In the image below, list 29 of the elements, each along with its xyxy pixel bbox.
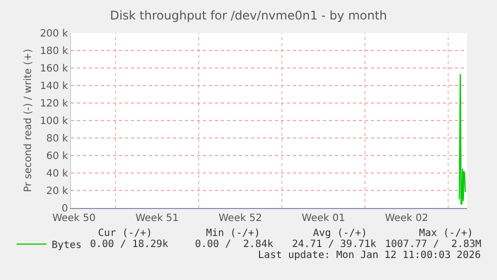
- text: 1007.77 / 2.83M: [385, 239, 482, 250]
- text: Avg (-/+): [313, 228, 368, 239]
- y-tick-label: 40 k: [46, 168, 68, 180]
- y-tick-label: 80 k: [46, 134, 68, 144]
- text: 24.71 / 39.71k: [292, 239, 376, 250]
- y-tick-label: 160 k: [40, 64, 68, 74]
- line-series: [458, 74, 466, 206]
- y-tick-label: 0: [62, 204, 68, 214]
- x-tick-label: Week 02: [384, 213, 428, 224]
- x-tick-label: Week 52: [218, 213, 262, 224]
- text: Last update: Mon Jan 12 11:00:03 2026: [258, 250, 481, 261]
- y-tick-label: 200 k: [40, 28, 68, 40]
- text: Cur (-/+): [98, 228, 152, 239]
- text: Max (-/+): [419, 228, 474, 239]
- text: 0.00 / 18.29k: [90, 239, 168, 250]
- y-axis-title: Pr second read (-) / write (+): [22, 48, 34, 192]
- x-tick-label: Week 50: [52, 213, 96, 224]
- x-tick-label: Week 51: [135, 213, 179, 224]
- legend-label: Bytes: [52, 240, 82, 251]
- y-tick-label: 60 k: [46, 151, 68, 162]
- y-tick-label: 120 k: [40, 98, 68, 110]
- y-tick-label: 100 k: [40, 116, 68, 127]
- chart-title: Disk throughput for /dev/nvme0n1 - by month: [110, 8, 388, 23]
- x-tick-label: Week 01: [302, 213, 346, 224]
- text: 0.00 / 2.84k: [195, 239, 274, 250]
- y-tick-label: 180 k: [40, 46, 68, 57]
- text: Min (-/+): [206, 228, 260, 239]
- y-tick-label: 20 k: [46, 186, 68, 197]
- y-tick-label: 140 k: [40, 81, 68, 92]
